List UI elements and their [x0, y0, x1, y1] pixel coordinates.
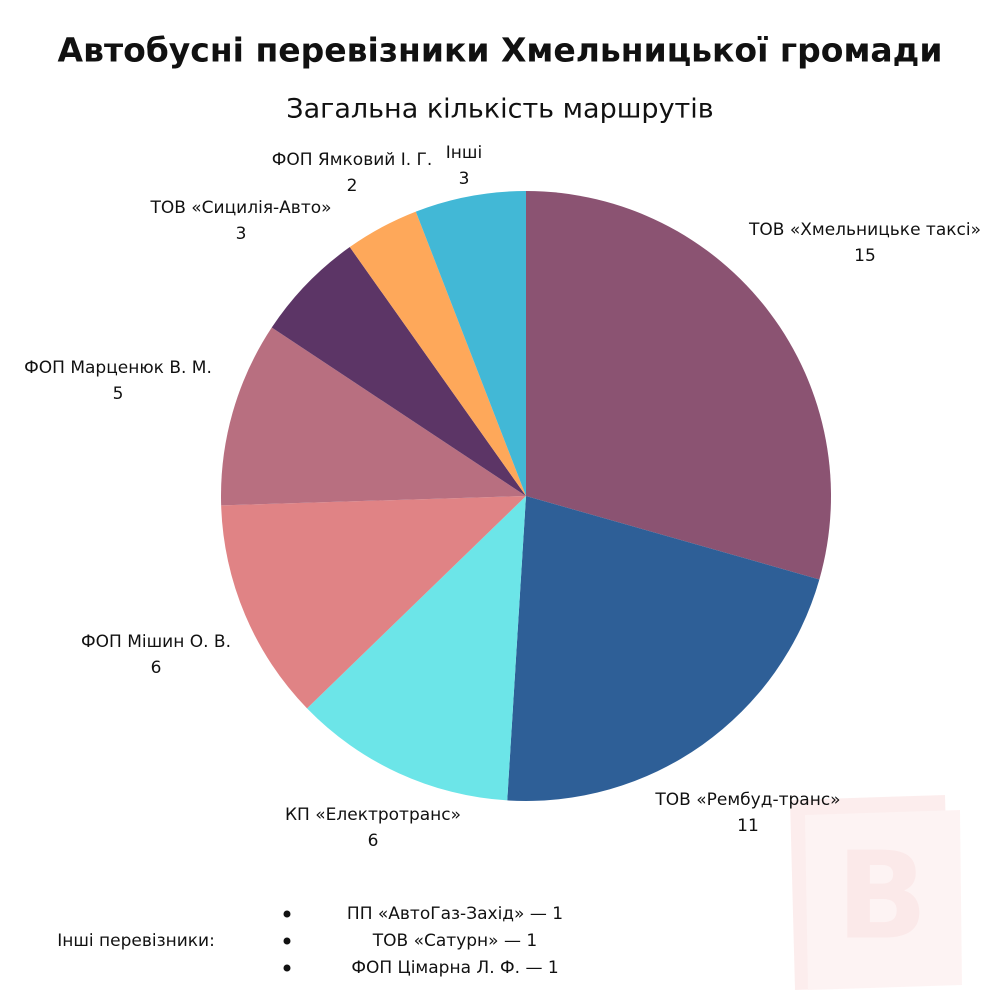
slice-value: 5	[113, 384, 124, 404]
notes-item: ПП «АвтоГаз-Захід» — 1	[347, 904, 563, 924]
slice-value: 15	[854, 246, 876, 266]
slice-value: 3	[459, 169, 470, 189]
slice-label: КП «Електротранс»	[285, 805, 461, 825]
notes-list: ПП «АвтоГаз-Захід» — 1 ТОВ «Сатурн» — 1 ФО…	[283, 904, 563, 978]
bullet	[283, 964, 291, 972]
slice-value: 6	[151, 658, 162, 678]
pie-slice	[271, 247, 526, 496]
svg-text:B: B	[836, 828, 927, 967]
pie: ТОВ «Хмельницьке таксі» 15 ТОВ «Рембуд-тра…	[24, 143, 981, 851]
slice-label: ФОП Марценюк В. М.	[24, 358, 212, 378]
notes-item: ФОП Цімарна Л. Ф. — 1	[351, 958, 558, 978]
pie-slice	[526, 191, 831, 580]
notes-label: Інші перевізники:	[57, 931, 215, 951]
slice-label: Інші	[446, 143, 482, 163]
pie-slice	[415, 191, 526, 496]
slice-label: ТОВ «Хмельницьке таксі»	[748, 220, 981, 240]
bullet	[283, 937, 291, 945]
pie-slice	[221, 496, 526, 709]
notes-item: ТОВ «Сатурн» — 1	[372, 931, 537, 951]
pie-slice	[507, 496, 820, 801]
slice-label: ФОП Ямковий І. Г.	[272, 150, 433, 170]
slice-value: 6	[368, 831, 379, 851]
pie-slice	[307, 496, 526, 801]
slice-label: ФОП Мішин О. В.	[81, 632, 231, 652]
slice-value: 2	[347, 176, 358, 196]
watermark: B	[790, 795, 962, 990]
pie-slice	[221, 327, 526, 506]
bullet	[283, 910, 291, 918]
slice-value: 11	[737, 816, 759, 836]
slice-label: ТОВ «Сицилія-Авто»	[149, 198, 331, 218]
chart-title: Автобусні перевізники Хмельницької грома…	[58, 31, 943, 70]
slice-value: 3	[236, 224, 247, 244]
pie-slice	[349, 211, 526, 497]
chart-subtitle: Загальна кількість маршрутів	[286, 94, 713, 125]
slice-label: ТОВ «Рембуд-транс»	[654, 790, 840, 810]
